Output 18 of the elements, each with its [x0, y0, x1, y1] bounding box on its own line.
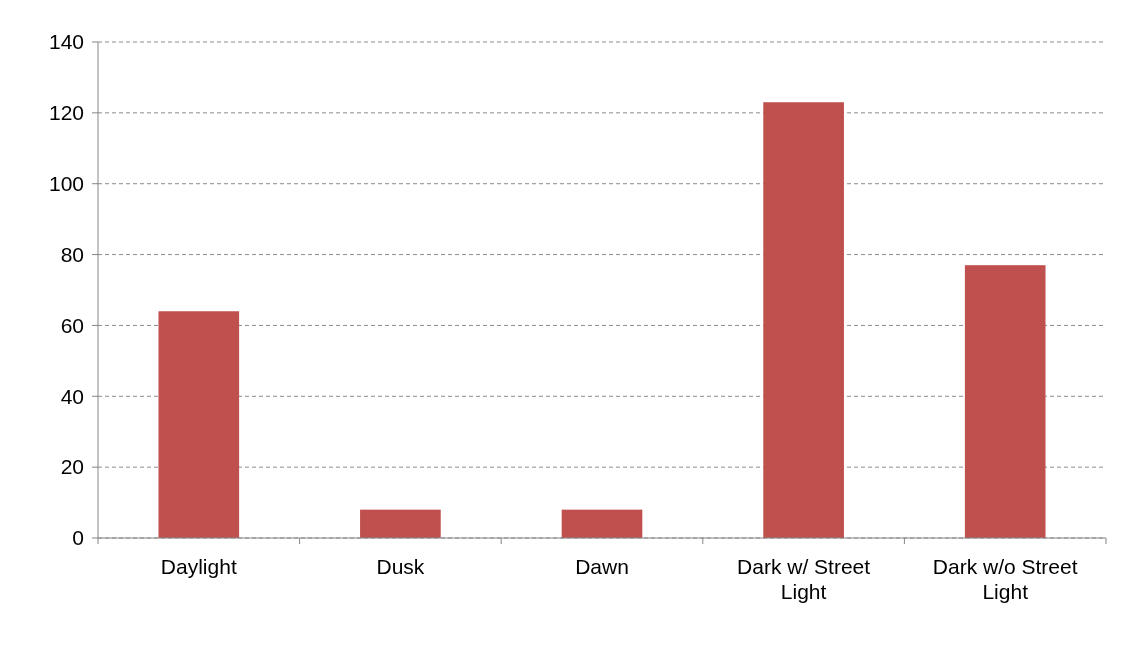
bar: [964, 265, 1046, 538]
x-tick-label: Daylight: [160, 555, 237, 578]
bar: [158, 311, 240, 538]
y-tick-label: 100: [48, 172, 84, 196]
x-tick-label: Dawn: [575, 555, 629, 578]
y-tick-label: 140: [48, 30, 84, 54]
y-tick-label: 40: [60, 384, 84, 408]
y-tick-label: 20: [60, 455, 84, 479]
y-tick-label: 0: [72, 526, 84, 550]
x-tick-label: Dark w/o Street Light: [932, 555, 1078, 603]
y-tick-label: 60: [60, 313, 84, 337]
bar: [360, 509, 441, 538]
y-tick-label: 80: [60, 242, 84, 266]
x-tick-label: Dark w/ Street Light: [737, 555, 871, 603]
bar: [561, 509, 643, 538]
y-tick-label: 120: [48, 101, 84, 125]
bar: [763, 102, 844, 538]
x-tick-label: Dusk: [376, 555, 425, 578]
